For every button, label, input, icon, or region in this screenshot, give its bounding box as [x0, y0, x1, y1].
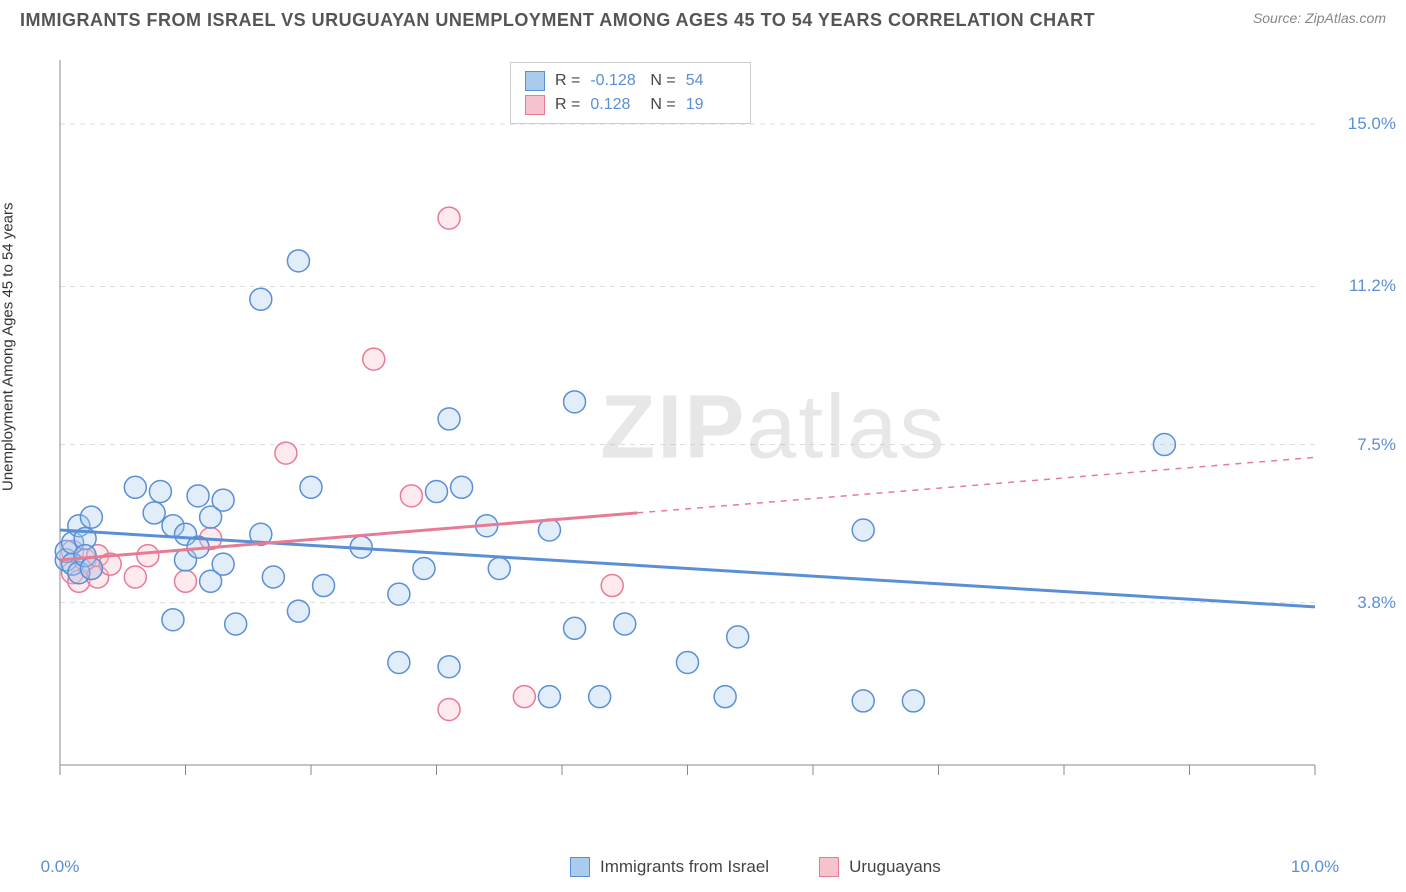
r-label: R =	[555, 96, 580, 114]
x-tick-label: 0.0%	[41, 857, 80, 877]
n-value-uruguay: 19	[686, 96, 736, 114]
legend-label-uruguay: Uruguayans	[849, 857, 941, 877]
r-value-uruguay: 0.128	[590, 96, 640, 114]
y-tick-label: 7.5%	[1357, 435, 1396, 455]
swatch-israel	[570, 857, 590, 877]
legend-label-israel: Immigrants from Israel	[600, 857, 769, 877]
scatter-plot-svg	[50, 55, 1385, 825]
y-axis-label: Unemployment Among Ages 45 to 54 years	[0, 202, 17, 491]
y-tick-label: 3.8%	[1357, 593, 1396, 613]
legend-row-uruguay: R = 0.128 N = 19	[525, 93, 736, 117]
n-label: N =	[650, 72, 675, 90]
swatch-uruguay	[819, 857, 839, 877]
correlation-legend: R = -0.128 N = 54 R = 0.128 N = 19	[510, 62, 751, 124]
chart-area	[50, 55, 1385, 825]
r-label: R =	[555, 72, 580, 90]
n-value-israel: 54	[686, 72, 736, 90]
y-tick-label: 15.0%	[1348, 114, 1396, 134]
legend-item-israel: Immigrants from Israel	[570, 857, 769, 877]
swatch-israel	[525, 71, 545, 91]
legend-row-israel: R = -0.128 N = 54	[525, 69, 736, 93]
n-label: N =	[650, 96, 675, 114]
r-value-israel: -0.128	[590, 72, 640, 90]
y-tick-label: 11.2%	[1349, 276, 1396, 296]
source-attribution: Source: ZipAtlas.com	[1253, 10, 1386, 26]
page-title: IMMIGRANTS FROM ISRAEL VS URUGUAYAN UNEM…	[20, 10, 1095, 31]
x-tick-label: 10.0%	[1291, 857, 1339, 877]
legend-item-uruguay: Uruguayans	[819, 857, 941, 877]
series-legend: Immigrants from Israel Uruguayans	[570, 857, 941, 877]
swatch-uruguay	[525, 95, 545, 115]
